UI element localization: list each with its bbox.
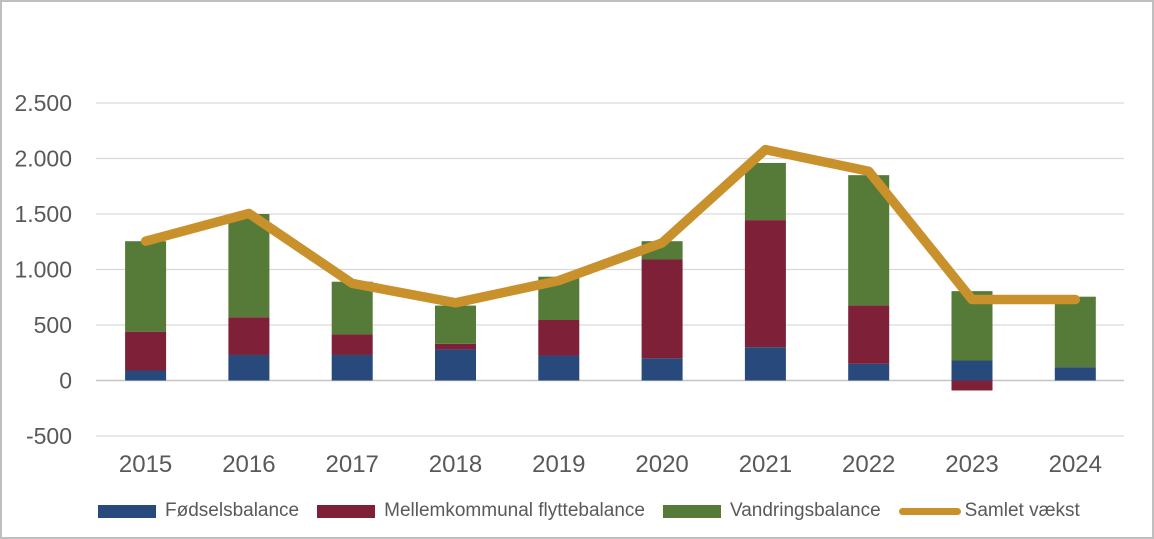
bar-segment-2024-f-dselsbalance[interactable] (1054, 367, 1096, 381)
bar-segment-2015-mellemkommunal-flyttebalance[interactable] (125, 331, 167, 371)
x-label-2017: 2017 (326, 451, 379, 478)
bar-segment-2016-f-dselsbalance[interactable] (228, 354, 270, 381)
y-tick-label-1.500: 1.500 (14, 201, 72, 227)
chart-legend: Fødselsbalance Mellemkommunal flyttebala… (98, 496, 1080, 526)
y-tick-label-0: 0 (59, 368, 72, 394)
x-label-2016: 2016 (222, 451, 275, 478)
bar-segment-2015-vandringsbalance[interactable] (125, 241, 167, 332)
x-label-2023: 2023 (945, 451, 998, 478)
x-label-2021: 2021 (739, 451, 792, 478)
bar-segment-2022-f-dselsbalance[interactable] (848, 363, 890, 381)
bar-segment-2016-vandringsbalance[interactable] (228, 214, 270, 318)
y-tick-label-2.000: 2.000 (14, 146, 72, 172)
bar-segment-2020-mellemkommunal-flyttebalance[interactable] (641, 259, 683, 359)
legend-swatch-fodselsbalance-icon (98, 504, 156, 518)
bar-segment-2018-f-dselsbalance[interactable] (435, 349, 476, 381)
bar-segment-2016-mellemkommunal-flyttebalance[interactable] (228, 317, 270, 355)
legend-item-mellemkommunal-flyttebalance[interactable]: Mellemkommunal flyttebalance (317, 500, 645, 522)
bar-segment-2021-mellemkommunal-flyttebalance[interactable] (744, 220, 786, 348)
x-label-2018: 2018 (429, 451, 482, 478)
legend-item-fodselsbalance[interactable]: Fødselsbalance (98, 500, 299, 522)
y-tick-label--500: -500 (26, 423, 72, 449)
x-label-2020: 2020 (635, 451, 688, 478)
x-label-2019: 2019 (532, 451, 585, 478)
x-label-2022: 2022 (842, 451, 895, 478)
bar-segment-2017-f-dselsbalance[interactable] (331, 354, 373, 381)
bar-segment-2021-f-dselsbalance[interactable] (744, 347, 786, 381)
bar-segment-2019-mellemkommunal-flyttebalance[interactable] (538, 320, 580, 356)
bar-segment-2019-f-dselsbalance[interactable] (538, 355, 580, 381)
legend-label-samlet-vaekst: Samlet vækst (964, 500, 1080, 521)
y-tick-label-500: 500 (34, 312, 72, 338)
legend-swatch-mellemkommunal-icon (317, 504, 376, 518)
legend-item-samlet-vaekst[interactable]: Samlet vækst (898, 500, 1080, 522)
bar-segment-2023-mellemkommunal-flyttebalance[interactable] (951, 380, 993, 391)
y-tick-label-1.000: 1.000 (14, 257, 72, 283)
legend-label-vandringsbalance: Vandringsbalance (729, 500, 881, 521)
line-samlet-vaekst[interactable] (140, 144, 1081, 308)
legend-swatch-samlet-vaekst-icon (898, 507, 961, 515)
legend-label-fodselsbalance: Fødselsbalance (165, 500, 300, 521)
bar-segment-2020-f-dselsbalance[interactable] (641, 358, 683, 381)
y-tick-label-2.500: 2.500 (14, 90, 72, 116)
legend-swatch-vandringsbalance-icon (662, 504, 721, 518)
bar-segment-2023-f-dselsbalance[interactable] (951, 360, 993, 381)
bar-segment-2022-mellemkommunal-flyttebalance[interactable] (848, 305, 890, 364)
bar-segment-2024-vandringsbalance[interactable] (1054, 296, 1096, 368)
legend-label-mellemkommunal: Mellemkommunal flyttebalance (384, 500, 645, 521)
bar-segment-2022-vandringsbalance[interactable] (848, 175, 890, 306)
bar-segment-2018-mellemkommunal-flyttebalance[interactable] (435, 343, 476, 350)
x-label-2024: 2024 (1049, 451, 1102, 478)
bar-segment-2021-vandringsbalance[interactable] (744, 162, 786, 221)
legend-item-vandringsbalance[interactable]: Vandringsbalance (662, 500, 881, 522)
bar-segment-2018-vandringsbalance[interactable] (435, 305, 476, 344)
bar-segment-2017-mellemkommunal-flyttebalance[interactable] (331, 334, 373, 355)
x-label-2015: 2015 (119, 451, 172, 478)
bar-segment-2015-f-dselsbalance[interactable] (125, 370, 167, 381)
